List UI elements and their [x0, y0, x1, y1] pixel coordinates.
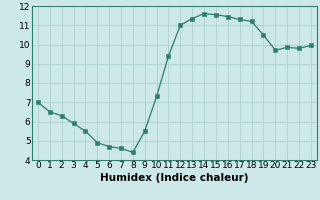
X-axis label: Humidex (Indice chaleur): Humidex (Indice chaleur)	[100, 173, 249, 183]
